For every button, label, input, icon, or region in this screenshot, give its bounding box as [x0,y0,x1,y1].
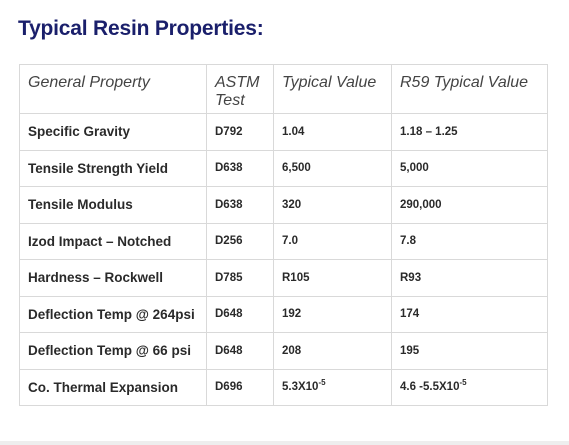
property-cell: Hardness – Rockwell [19,259,207,297]
header-r59-typical-value: R59 Typical Value [391,64,548,114]
table-row: Tensile Strength Yield D638 6,500 5,000 [19,149,548,187]
resin-properties-table: General Property ASTM Test Typical Value… [19,64,548,406]
table-row: Tensile Modulus D638 320 290,000 [19,186,548,224]
property-cell: Izod Impact – Notched [19,222,207,260]
r59-value-cell: 1.18 – 1.25 [391,113,548,151]
header-typical-value: Typical Value [273,64,392,114]
r59-value-exponent: -5 [459,378,467,388]
property-cell: Co. Thermal Expansion [19,368,207,406]
astm-cell: D638 [206,186,274,224]
table-row: Deflection Temp @ 264psi D648 192 174 [19,295,548,333]
astm-cell: D638 [206,149,274,187]
typical-value-cell: 7.0 [273,222,392,260]
typical-value-base: 5.3X10 [282,381,319,394]
page-title: Typical Resin Properties: [18,17,264,40]
astm-cell: D792 [206,113,274,151]
table-row: Hardness – Rockwell D785 R105 R93 [19,259,548,297]
property-cell: Tensile Strength Yield [19,149,207,187]
astm-cell: D696 [206,368,274,406]
property-cell: Deflection Temp @ 264psi [19,295,207,333]
r59-value-cell: 7.8 [391,222,548,260]
typical-value-cell: 192 [273,295,392,333]
table-header-row: General Property ASTM Test Typical Value… [19,64,548,114]
table-row: Specific Gravity D792 1.04 1.18 – 1.25 [19,113,548,151]
typical-value-cell: 208 [273,332,392,370]
typical-value-cell: 6,500 [273,149,392,187]
typical-value-cell: R105 [273,259,392,297]
r59-value-cell: 5,000 [391,149,548,187]
astm-cell: D648 [206,295,274,333]
typical-value-cell: 5.3X10-5 [273,368,392,406]
property-cell: Tensile Modulus [19,186,207,224]
r59-value-cell: 195 [391,332,548,370]
r59-value-cell: R93 [391,259,548,297]
typical-value-exponent: -5 [318,378,326,388]
astm-cell: D256 [206,222,274,260]
r59-value-base: 4.6 -5.5X10 [400,381,460,394]
property-cell: Deflection Temp @ 66 psi [19,332,207,370]
r59-value-cell: 4.6 -5.5X10-5 [391,368,548,406]
table-row: Co. Thermal Expansion D696 5.3X10-5 4.6 … [19,368,548,406]
header-general-property: General Property [19,64,207,114]
bottom-divider [0,441,569,445]
table-row: Izod Impact – Notched D256 7.0 7.8 [19,222,548,260]
header-astm-test: ASTM Test [206,64,274,114]
property-cell: Specific Gravity [19,113,207,151]
table-row: Deflection Temp @ 66 psi D648 208 195 [19,332,548,370]
astm-cell: D785 [206,259,274,297]
astm-cell: D648 [206,332,274,370]
typical-value-cell: 1.04 [273,113,392,151]
r59-value-cell: 174 [391,295,548,333]
r59-value-cell: 290,000 [391,186,548,224]
typical-value-cell: 320 [273,186,392,224]
